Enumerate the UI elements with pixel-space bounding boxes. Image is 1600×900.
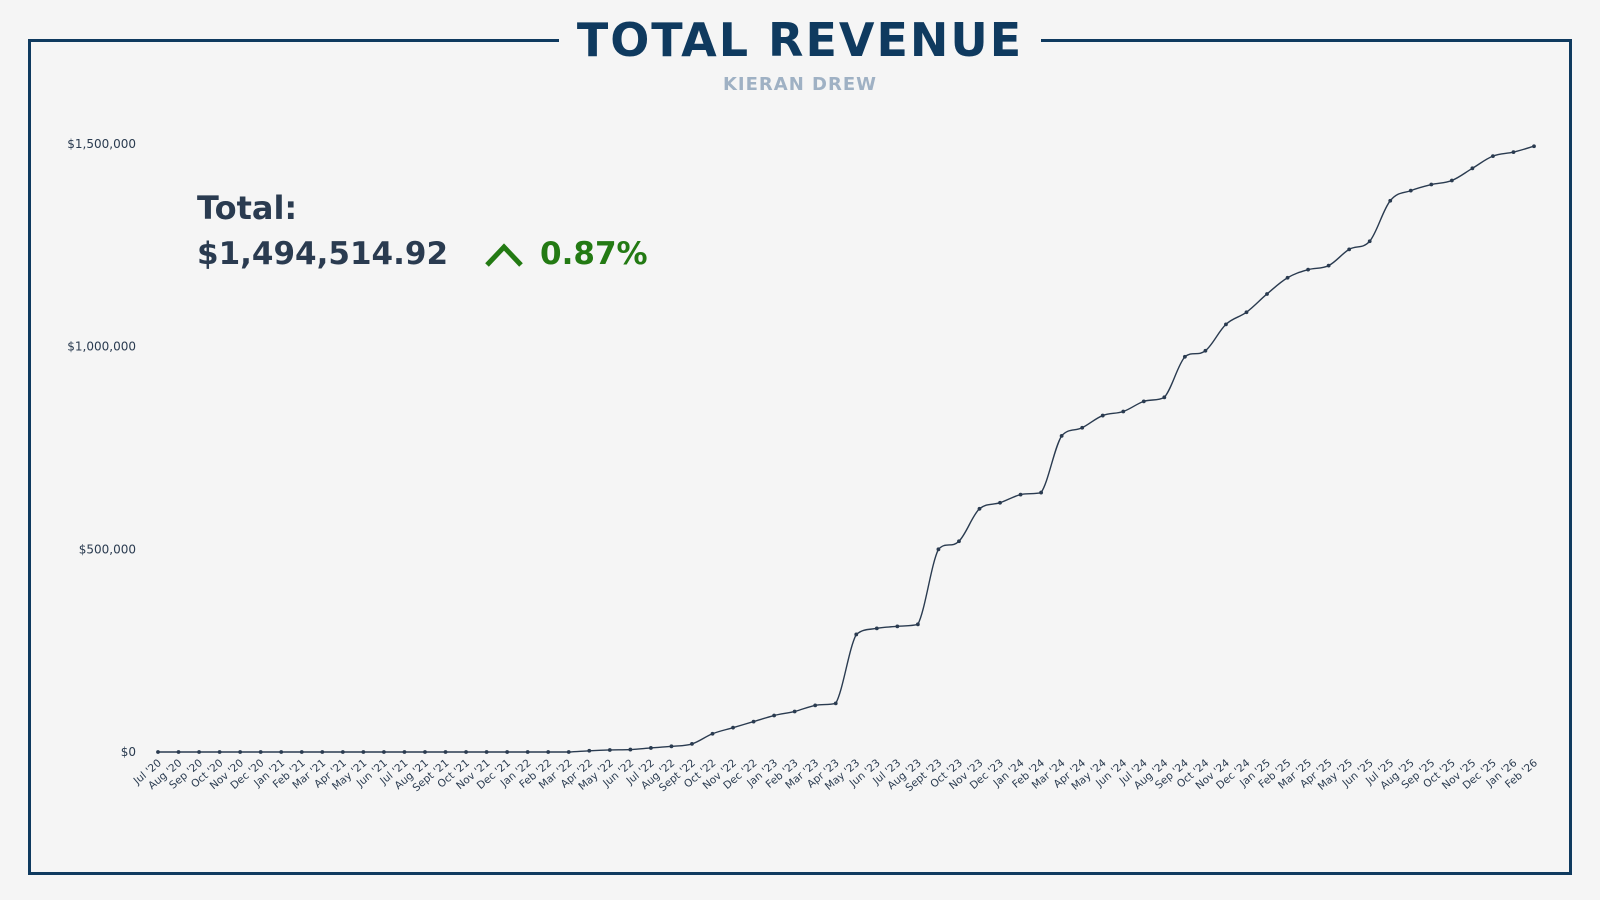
y-axis-ticks: $0 $500,000 $1,000,000 $1,500,000 (67, 137, 136, 759)
data-point (1388, 198, 1393, 203)
data-point (1182, 354, 1187, 359)
data-point (731, 725, 735, 730)
y-tick-label: $1,500,000 (67, 137, 136, 151)
data-point (792, 709, 797, 714)
data-point (833, 701, 838, 706)
data-point (1141, 399, 1146, 404)
data-point (1121, 409, 1126, 414)
data-point (505, 750, 510, 754)
data-point (751, 719, 756, 724)
data-point (484, 750, 489, 754)
data-point (197, 750, 201, 754)
data-point (299, 750, 304, 754)
revenue-series-line (158, 145, 1535, 753)
chart-subtitle: KIERAN DREW (722, 74, 877, 95)
data-point (1162, 395, 1167, 400)
data-point (813, 703, 818, 708)
summary-panel: Total: $1,494,514.92 0.87% (197, 188, 648, 276)
data-point (648, 746, 653, 750)
data-point (320, 750, 325, 754)
chart-title: TOTAL REVENUE (558, 10, 1042, 70)
data-point (669, 744, 674, 749)
data-point (1039, 490, 1044, 495)
data-point (1429, 182, 1434, 187)
data-point (1224, 322, 1228, 327)
data-point (217, 750, 222, 754)
data-point (1511, 150, 1516, 155)
data-point (1306, 267, 1310, 272)
data-point (1203, 348, 1208, 353)
data-point (1347, 247, 1352, 252)
data-point (1408, 188, 1413, 193)
data-point (1449, 178, 1454, 183)
data-point (566, 750, 571, 754)
y-tick-label: $1,000,000 (67, 340, 136, 354)
chevron-up-icon (485, 243, 523, 267)
data-point (895, 624, 900, 629)
data-point (279, 750, 284, 754)
data-point (587, 748, 592, 753)
data-point (772, 713, 777, 718)
summary-row: $1,494,514.92 0.87% (197, 232, 648, 276)
data-point (1532, 144, 1536, 149)
data-point (1491, 154, 1495, 159)
data-point (690, 741, 694, 746)
revenue-data-points (156, 144, 1536, 754)
y-tick-label: $0 (121, 745, 136, 759)
data-point (915, 622, 920, 627)
data-point (1285, 275, 1290, 280)
data-point (854, 632, 859, 637)
data-point (1100, 413, 1105, 418)
data-point (238, 750, 243, 754)
data-point (525, 750, 530, 754)
data-point (258, 750, 263, 754)
data-point (1326, 263, 1331, 268)
data-point (443, 750, 448, 754)
data-point (1080, 425, 1085, 430)
y-tick-label: $500,000 (79, 542, 136, 556)
data-point (423, 750, 427, 754)
data-point (710, 731, 715, 736)
data-point (546, 750, 551, 754)
data-point (628, 747, 633, 752)
data-point (176, 750, 181, 754)
data-point (977, 506, 982, 511)
data-point (874, 626, 879, 631)
data-point (607, 748, 612, 752)
data-point (361, 750, 366, 754)
data-point (402, 750, 407, 754)
data-point (340, 750, 345, 754)
data-point (1018, 492, 1023, 497)
total-label: Total: (197, 189, 298, 227)
data-point (1059, 433, 1064, 438)
data-point (1367, 239, 1372, 244)
data-point (382, 750, 386, 754)
data-point (156, 750, 160, 754)
data-point (1265, 292, 1269, 296)
data-point (936, 547, 941, 552)
data-point (1244, 310, 1249, 315)
data-point (957, 539, 961, 544)
title-wrap: TOTAL REVENUE (0, 10, 1600, 70)
change-percent: 0.87% (540, 236, 648, 272)
data-point (464, 750, 468, 754)
total-amount: $1,494,514.92 (197, 236, 449, 272)
data-point (998, 500, 1002, 505)
data-point (1470, 166, 1475, 171)
